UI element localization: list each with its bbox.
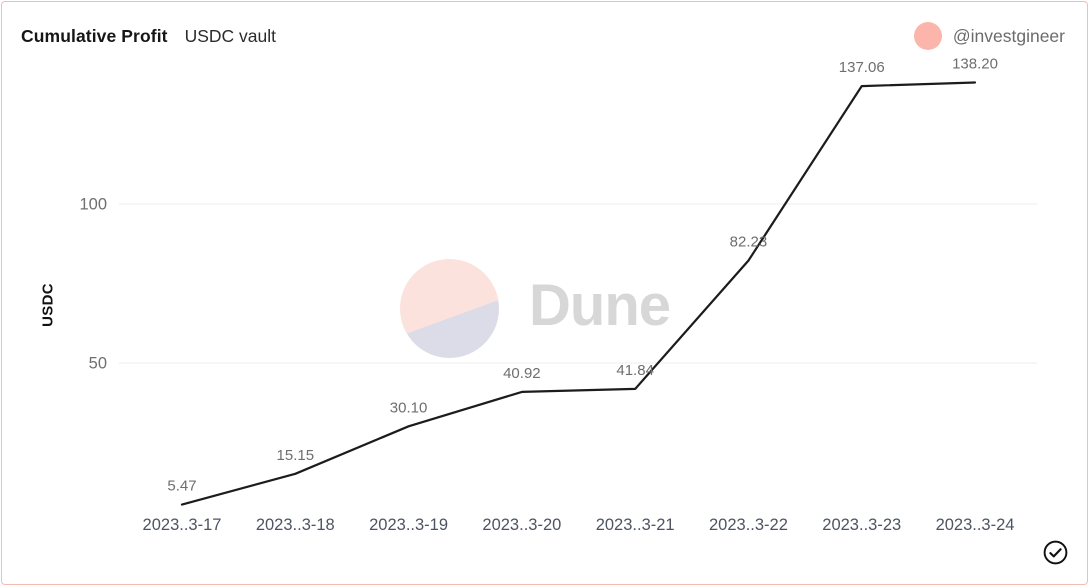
- point-label: 137.06: [839, 59, 885, 76]
- point-label: 15.15: [277, 447, 315, 464]
- check-circle-icon: [1043, 540, 1068, 565]
- y-tick-label: 100: [79, 196, 107, 214]
- x-axis-label: 2023..3-20: [482, 516, 561, 534]
- point-label: 82.23: [730, 234, 768, 251]
- point-label: 41.84: [616, 362, 654, 379]
- x-axis-label: 2023..3-19: [369, 516, 448, 534]
- x-axis-label: 2023..3-23: [822, 516, 901, 534]
- author-handle[interactable]: @investgineer: [952, 25, 1065, 46]
- x-axis-label: 2023..3-17: [143, 516, 222, 534]
- chart-subtitle: USDC vault: [184, 26, 277, 46]
- x-axis-label: 2023..3-21: [596, 516, 675, 534]
- point-label: 30.10: [390, 399, 428, 416]
- point-label: 138.20: [952, 56, 998, 73]
- author-attribution[interactable]: @investgineer: [913, 22, 1065, 50]
- x-axis-label: 2023..3-24: [936, 516, 1015, 534]
- x-axis-label: 2023..3-18: [256, 516, 335, 534]
- chart-header: Cumulative Profit USDC vault: [21, 26, 276, 47]
- cumulative-profit-line: [180, 81, 977, 506]
- author-avatar: [913, 22, 942, 50]
- x-axis-label: 2023..3-22: [709, 516, 788, 534]
- point-label: 40.92: [503, 365, 541, 382]
- y-axis-label: USDC: [39, 283, 57, 327]
- page-title: Cumulative Profit: [21, 26, 168, 46]
- y-tick-label: 50: [89, 355, 107, 373]
- point-label: 5.47: [167, 478, 196, 495]
